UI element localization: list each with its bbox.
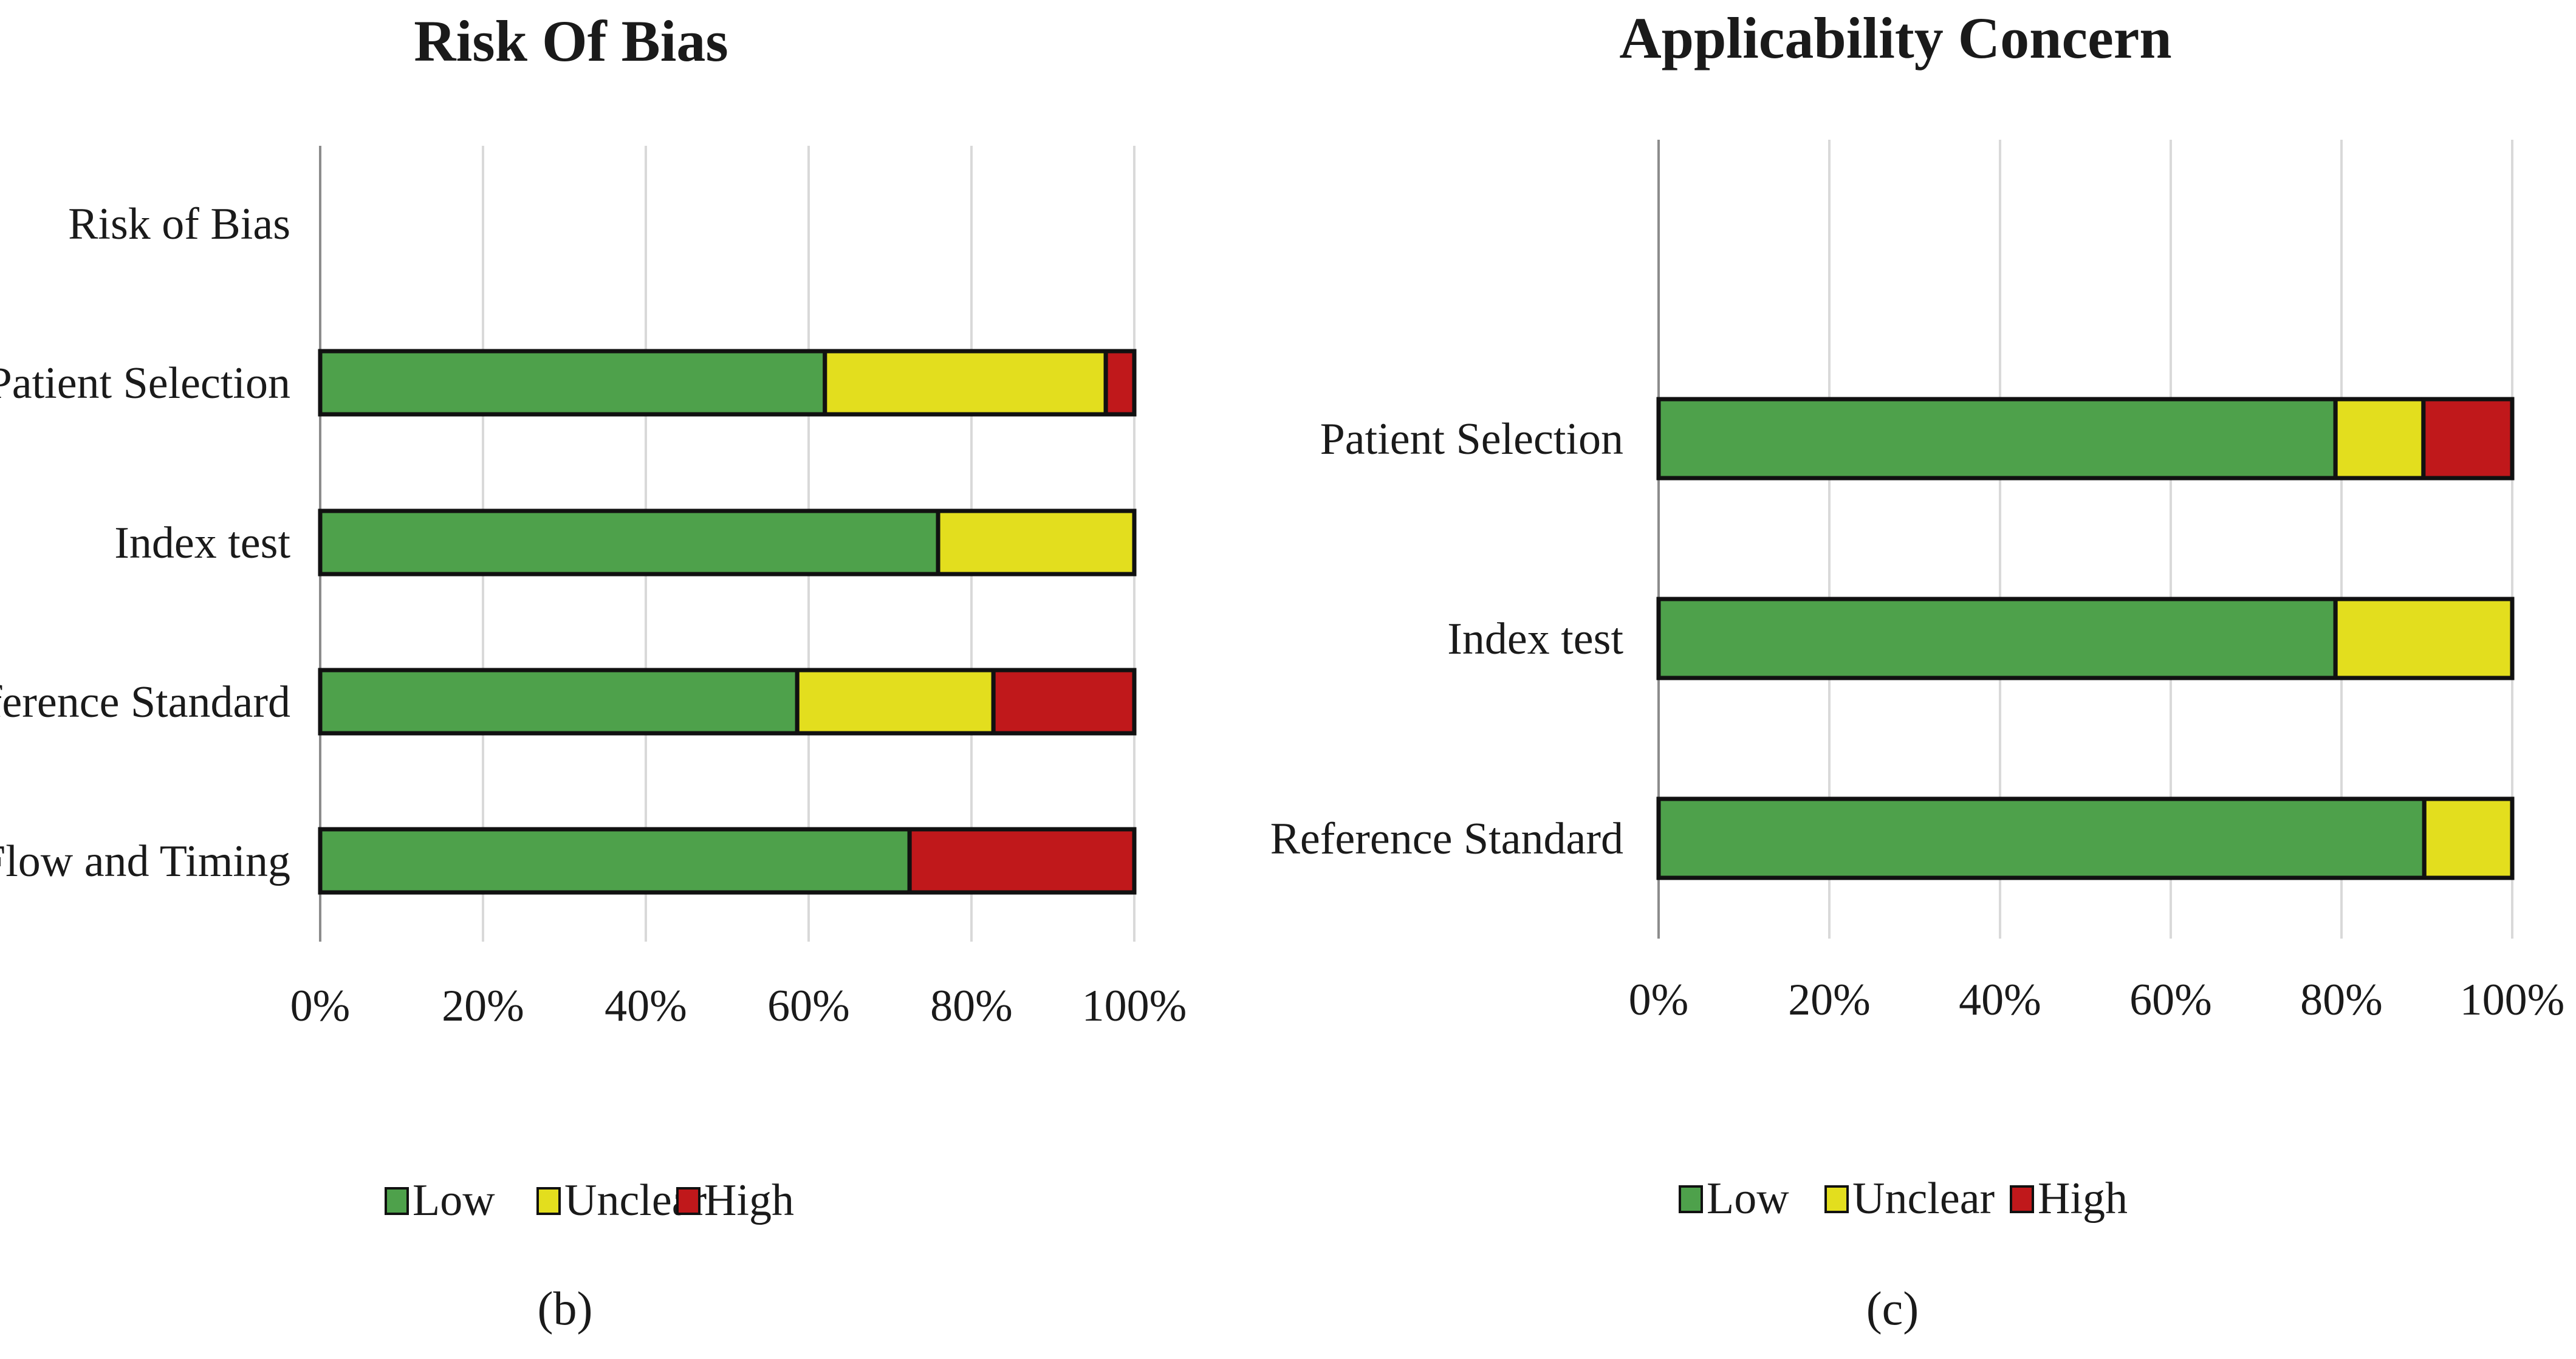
bar-low-reference-standard — [318, 668, 800, 736]
x-tick-label: 60% — [767, 981, 850, 1031]
category-label: Reference Standard — [0, 677, 290, 727]
bar-unclear-reference-standard — [2422, 796, 2515, 880]
bar-low-patient-selection — [318, 349, 827, 417]
category-labels: Patient Selection Index test Reference Sta… — [1270, 414, 1624, 864]
bar-low-index-test — [1656, 597, 2338, 680]
legend-label-low: Low — [413, 1176, 495, 1225]
panel-label: (b) — [538, 1282, 593, 1335]
x-tick-label: 40% — [605, 981, 687, 1031]
legend-label-high: High — [2038, 1174, 2128, 1224]
category-label: Patient Selection — [1320, 414, 1623, 464]
category-label: Risk of Bias — [68, 199, 290, 249]
category-label: Index test — [1447, 614, 1623, 664]
x-tick-label: 80% — [2300, 975, 2383, 1025]
x-tick-label: 40% — [1959, 975, 2041, 1025]
bar-low-patient-selection — [1656, 397, 2338, 481]
bar-high-patient-selection — [2421, 397, 2515, 481]
legend: Low Unclear High — [1679, 1174, 2128, 1224]
legend-swatch-unclear — [536, 1187, 561, 1215]
category-label: Index test — [114, 518, 290, 568]
x-tick-label: 80% — [930, 981, 1013, 1031]
category-label: Patient Selection — [0, 358, 290, 408]
bar-unclear-index-test — [2333, 597, 2515, 680]
legend-label-high: High — [704, 1176, 794, 1225]
legend-swatch-low — [1679, 1185, 1703, 1213]
legend-label-unclear: Unclear — [1852, 1174, 1995, 1224]
bars — [318, 349, 1137, 895]
category-label: Reference Standard — [1270, 814, 1623, 864]
legend-swatch-unclear — [1824, 1185, 1849, 1213]
risk-of-bias-chart: Risk Of Bias Risk of Bias Patient Selecti… — [0, 9, 1187, 1335]
legend-swatch-high — [2010, 1185, 2034, 1213]
applicability-concern-chart: Applicability Concern Patient Selection I… — [1270, 5, 2565, 1335]
bar-unclear-patient-selection — [2333, 397, 2426, 481]
bars — [1656, 397, 2515, 880]
chart-title: Risk Of Bias — [414, 9, 728, 74]
bar-unclear-index-test — [936, 508, 1137, 577]
x-tick-label: 20% — [442, 981, 524, 1031]
legend-label-low: Low — [1707, 1174, 1789, 1224]
x-tick-label: 60% — [2129, 975, 2212, 1025]
category-label: Flow and Timing — [0, 837, 290, 886]
bar-high-flow-and-timing — [907, 827, 1137, 895]
bar-low-reference-standard — [1656, 796, 2427, 880]
x-tick-label: 0% — [1629, 975, 1689, 1025]
bar-low-flow-and-timing — [318, 827, 912, 895]
bar-unclear-reference-standard — [795, 668, 996, 736]
legend-swatch-low — [385, 1187, 409, 1215]
legend-swatch-high — [676, 1187, 701, 1215]
bar-high-reference-standard — [991, 668, 1137, 736]
panel-label: (c) — [1866, 1282, 1919, 1335]
x-tick-label: 20% — [1788, 975, 1871, 1025]
x-tick-label: 100% — [2460, 975, 2565, 1025]
x-tick-labels: 0% 20% 40% 60% 80% 100% — [1629, 975, 2565, 1025]
category-labels: Risk of Bias Patient Selection Index test R… — [0, 199, 290, 886]
x-tick-label: 100% — [1082, 981, 1187, 1031]
bar-low-index-test — [318, 508, 940, 577]
chart-title: Applicability Concern — [1619, 5, 2171, 70]
x-tick-label: 0% — [290, 981, 351, 1031]
x-tick-labels: 0% 20% 40% 60% 80% 100% — [290, 981, 1187, 1031]
bar-unclear-patient-selection — [823, 349, 1108, 417]
bar-high-patient-selection — [1103, 349, 1137, 417]
